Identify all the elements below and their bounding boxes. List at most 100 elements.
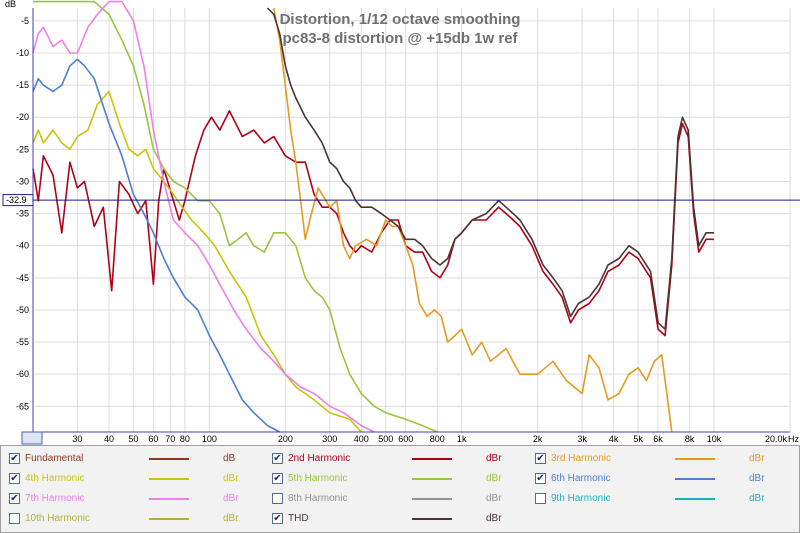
x-tick-label: 400 [354,434,369,444]
series-line-6th-harmonic [32,58,281,433]
y-tick-label: -30 [16,176,29,186]
legend-item-fundamental: ✔ Fundamental dB [1,450,267,468]
y-tick-label: -35 [16,209,29,219]
legend-checkbox[interactable]: ✔ [272,513,283,524]
legend-item-5th-harmonic: ✔ 5th Harmonic dBr [264,470,530,488]
legend-name: 5th Harmonic [288,473,348,484]
y-tick-label: -40 [16,241,29,251]
legend-item-8th-harmonic: 8th Harmonic dBr [264,490,530,508]
legend-checkbox[interactable]: ✔ [9,473,20,484]
x-tick-label: 2k [533,434,543,444]
x-tick-label: 20.0k [765,434,788,444]
legend-item-thd: ✔ THD dBr [264,510,530,528]
x-tick-label: 40 [104,434,114,444]
legend-name: 9th Harmonic [551,493,611,504]
legend-checkbox[interactable]: ✔ [272,473,283,484]
y-tick-label: -50 [16,305,29,315]
legend-swatch [412,518,452,520]
legend-name: Fundamental [25,453,84,464]
y-tick-label: -5 [21,16,29,26]
legend-swatch [149,478,189,480]
x-tick-label: 50 [128,434,138,444]
x-axis-label: Hz [788,434,799,444]
y-tick-label: -20 [16,112,29,122]
legend-checkbox[interactable] [535,493,546,504]
legend-checkbox[interactable] [9,513,20,524]
y-axis-label: dB [5,0,16,9]
distortion-chart: -5 -10 -15 -20 -25 -30 -35 -40 -45 -50 -55 -60 -65 2… [2,0,800,445]
series-line-3rd-harmonic [273,7,673,433]
legend-checkbox[interactable]: ✔ [272,453,283,464]
x-tick-label: 800 [430,434,445,444]
y-tick-label: -15 [16,80,29,90]
legend-item-6th-harmonic: ✔ 6th Harmonic dBr [527,470,793,488]
legend-swatch [412,498,452,500]
y-tick-label: -25 [16,144,29,154]
legend-name: 4th Harmonic [25,473,85,484]
legend-unit: dBr [749,453,765,464]
legend-checkbox[interactable]: ✔ [535,453,546,464]
x-tick-label: 60 [148,434,158,444]
legend-item-2nd-harmonic: ✔ 2nd Harmonic dBr [264,450,530,468]
series-line-2nd-harmonic [32,110,714,337]
x-tick-label: 200 [278,434,293,444]
legend-swatch [675,458,715,460]
x-tick-label: 10k [707,434,722,444]
legend-item-7th-harmonic: ✔ 7th Harmonic dBr [1,490,267,508]
legend-unit: dBr [749,473,765,484]
y-tick-label: -55 [16,337,29,347]
y-tick-label: -60 [16,369,29,379]
legend-name: 6th Harmonic [551,473,611,484]
x-tick-label: 70 [165,434,175,444]
legend-item-4th-harmonic: ✔ 4th Harmonic dBr [1,470,267,488]
y-tick-labels: -5 -10 -15 -20 -25 -30 -35 -40 -45 -50 -55 -60 -65 [16,16,29,411]
legend-unit: dBr [486,493,502,504]
y-tick-label: -65 [16,401,29,411]
legend-unit: dBr [486,473,502,484]
chart-title: Distortion, 1/12 octave smoothing [280,11,521,28]
legend-unit: dBr [223,473,239,484]
y-tick-label: -45 [16,273,29,283]
legend-unit: dBr [223,493,239,504]
legend-name: 8th Harmonic [288,493,348,504]
legend-name: THD [288,513,309,524]
legend-swatch [675,498,715,500]
x-tick-label: 300 [322,434,337,444]
legend-checkbox[interactable] [272,493,283,504]
x-tick-label: 600 [398,434,413,444]
legend-swatch [412,478,452,480]
x-tick-label: 80 [180,434,190,444]
x-tick-label: 100 [202,434,217,444]
series-line-7th-harmonic [32,0,375,433]
legend-item-10th-harmonic: 10th Harmonic dBr [1,510,267,528]
x-tick-label: 500 [378,434,393,444]
series-layer [32,0,714,433]
cursor-value: -32.9 [6,195,27,205]
legend-swatch [675,478,715,480]
legend-swatch [149,458,189,460]
legend-swatch [412,458,452,460]
legend-name: 3rd Harmonic [551,453,612,464]
y-tick-label: -10 [16,48,29,58]
series-line-thd [266,7,714,330]
x-tick-label: 1k [457,434,467,444]
legend-swatch [149,518,189,520]
legend-item-3rd-harmonic: ✔ 3rd Harmonic dBr [527,450,793,468]
legend-name: 7th Harmonic [25,493,85,504]
legend-checkbox[interactable]: ✔ [535,473,546,484]
legend-unit: dB [223,453,236,464]
cursor-value-tag[interactable]: -32.9 [2,194,34,207]
legend-checkbox[interactable]: ✔ [9,453,20,464]
legend-swatch [149,498,189,500]
legend-item-9th-harmonic: 9th Harmonic dBr [527,490,793,508]
legend-checkbox[interactable]: ✔ [9,493,20,504]
legend-name: 10th Harmonic [25,513,91,524]
x-tick-label: 4k [609,434,619,444]
x-start-box[interactable] [21,431,43,445]
legend-unit: dBr [749,493,765,504]
series-line-5th-harmonic [33,0,438,433]
x-tick-label: 3k [577,434,587,444]
x-tick-label: 30 [72,434,82,444]
legend-unit: dBr [486,513,502,524]
x-tick-label: 5k [633,434,643,444]
